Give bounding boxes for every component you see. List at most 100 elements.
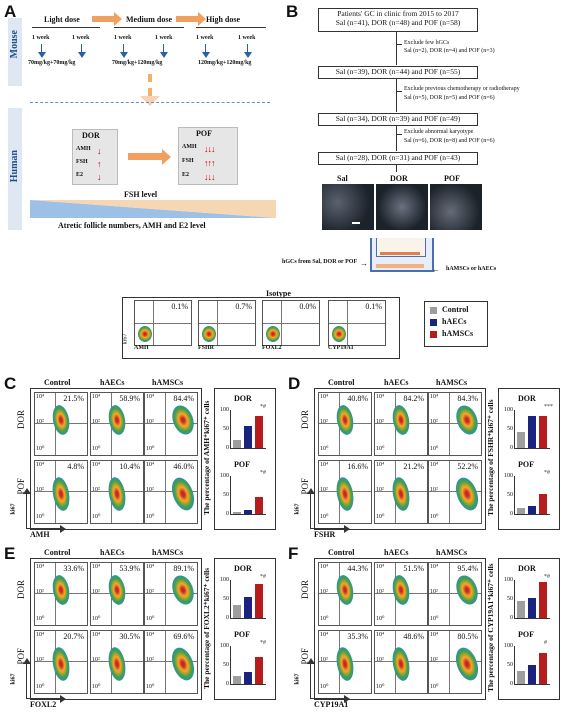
axis-tick: 10⁰: [146, 684, 155, 690]
axis-tick: 10²: [92, 657, 100, 663]
hormone-e2: E2: [182, 172, 190, 178]
panel-d: D Control hAECs hAMSCs DOR POF 10⁴ 10² 10⁰ 40…: [288, 374, 567, 540]
flow-plot: 10⁴ 10² 10⁰ 30.5%: [90, 630, 144, 694]
x-axis-marker-label: CYP19A1: [314, 700, 349, 709]
dor-title: DOR: [82, 131, 100, 140]
human-band: [8, 108, 22, 230]
mouse-human-divider: [30, 102, 270, 103]
flow-percent: 69.6%: [173, 632, 194, 641]
flow-plot: 10⁴ 10² 10⁰ 58.9%: [90, 392, 144, 456]
isotype-plot: 0.0%: [262, 300, 320, 346]
legend-swatch-haecs: [430, 319, 437, 326]
column-header: hAMSCs: [152, 548, 184, 557]
flow-connector: [396, 125, 397, 151]
bar-chart-ytick: 50: [507, 426, 513, 432]
bar-chart-yaxis: [514, 580, 515, 618]
micrograph-pof: [430, 184, 482, 230]
flow-plot: 10⁴ 10² 10⁰ 40.8%: [318, 392, 372, 456]
flow-plot: 10⁴ 10² 10⁰ 35.3%: [318, 630, 372, 694]
x-axis-arrowhead: [344, 525, 350, 533]
panel-letter: E: [4, 544, 16, 563]
bar-chart-yaxis: [514, 646, 515, 684]
isotype-ylabel: ki67: [122, 333, 129, 345]
bar-chart-ytick: 50: [507, 492, 513, 498]
exclusion-1-counts: Sal (n=2), DOR (n=4) and POF (n=3): [404, 48, 495, 54]
axis-tick: 10⁰: [376, 616, 385, 622]
panel-f: F Control hAECs hAMSCs DOR POF 10⁴ 10² 10⁰ 44…: [288, 544, 567, 710]
flow-plot: 10⁴ 10² 10⁰ 4.8%: [34, 460, 88, 524]
axis-tick: 10⁰: [92, 616, 101, 622]
axis-tick: 10²: [320, 589, 328, 595]
bar-chart-ytick: 0: [510, 445, 513, 451]
bar-hamscs: [255, 416, 263, 448]
axis-tick: 10⁰: [36, 616, 45, 622]
bar-chart-ytick: 100: [220, 643, 229, 649]
axis-tick: 10⁴: [320, 632, 329, 638]
scatter-population: [168, 402, 197, 438]
micrograph-label-pof: POF: [444, 174, 460, 183]
bar-chart-sig: *#: [544, 470, 550, 476]
bar-chart-ytick: 0: [510, 681, 513, 687]
micrograph-label-dor: DOR: [390, 174, 408, 183]
bar-chart-frame: [214, 388, 276, 530]
down-red-arrow-icon: ↓: [97, 146, 102, 156]
atretic-label: Atretic follicle numbers, AMH and E2 lev…: [58, 221, 206, 230]
axis-tick: 10²: [430, 487, 438, 493]
axis-tick: 10²: [430, 657, 438, 663]
flow-percent: 40.8%: [347, 394, 368, 403]
isotype-title: Isotype: [266, 289, 291, 298]
panel-letter: C: [4, 374, 17, 393]
column-header: hAMSCs: [436, 548, 468, 557]
axis-tick: 10⁴: [92, 632, 101, 638]
row-label-dor: DOR: [16, 580, 26, 600]
axis-tick: 10⁴: [430, 462, 439, 468]
flow-percent: 84.4%: [173, 394, 194, 403]
isotype-marker-label: FSHR: [198, 345, 215, 351]
dose-amount-medium: 70mg/kg+120mg/kg: [112, 60, 163, 66]
isotype-plot: 0.1%: [328, 300, 386, 346]
flow-plot: 10⁴ 10² 10⁰ 52.2%: [428, 460, 482, 524]
axis-tick: 10²: [36, 487, 44, 493]
axis-tick: 10²: [36, 589, 44, 595]
isotype-marker-label: CYP19A1: [328, 345, 354, 351]
dose-timeline-1: [32, 27, 100, 28]
axis-tick: 10⁰: [430, 446, 439, 452]
scatter-population: [168, 572, 197, 608]
x-axis-marker-label: FOXL2: [30, 700, 57, 709]
bar-chart: DOR *# 0 50 100: [218, 394, 272, 454]
bar-chart-title: DOR: [518, 394, 536, 403]
hormone-fsh: FSH: [182, 158, 194, 164]
bar-chart-yaxis: [230, 410, 231, 448]
flow-plot: 10⁴ 10² 10⁰ 69.6%: [144, 630, 198, 694]
flow-box-1: Patients' GC in clinic from 2015 to 2017…: [318, 8, 478, 32]
dose-amount-high: 120mg/kg+120mg/kg: [198, 60, 252, 66]
flow-percent: 58.9%: [119, 394, 140, 403]
flow-plot: 10⁴ 10² 10⁰ 33.6%: [34, 562, 88, 626]
fsh-level-label: FSH level: [124, 190, 158, 199]
arrow-left-icon: ←: [432, 265, 440, 274]
scatter-population: [451, 474, 481, 514]
bar-chart-ytick: 100: [504, 407, 513, 413]
high-dose-label: High dose: [206, 15, 241, 24]
bar-chart-sig: *#: [544, 574, 550, 580]
scatter-population: [138, 326, 152, 342]
flow-plot: 10⁴ 10² 10⁰ 21.2%: [374, 460, 428, 524]
flow-plot: 10⁴ 10² 10⁰ 21.5%: [34, 392, 88, 456]
axis-tick: 10²: [146, 589, 154, 595]
legend-label-hamscs: hAMSCs: [442, 329, 474, 338]
arrow-right-icon: →: [360, 259, 368, 268]
scatter-population: [50, 573, 72, 607]
scatter-population: [334, 645, 356, 683]
axis-tick: 10⁰: [36, 514, 45, 520]
bar-haecs: [528, 665, 536, 684]
flow-plot: 10⁴ 10² 10⁰ 89.1%: [144, 562, 198, 626]
hormone-amh: AMH: [182, 144, 197, 150]
flow-plot: 10⁴ 10² 10⁰ 84.4%: [144, 392, 198, 456]
axis-tick: 10⁴: [36, 462, 45, 468]
bar-chart-sig: ***: [544, 404, 553, 410]
flow-percent: 84.3%: [457, 394, 478, 403]
scatter-population: [202, 326, 216, 342]
flow-percent: 46.0%: [173, 462, 194, 471]
flow-plot: 10⁴ 10² 10⁰ 44.3%: [318, 562, 372, 626]
flow-branch: [396, 134, 402, 135]
